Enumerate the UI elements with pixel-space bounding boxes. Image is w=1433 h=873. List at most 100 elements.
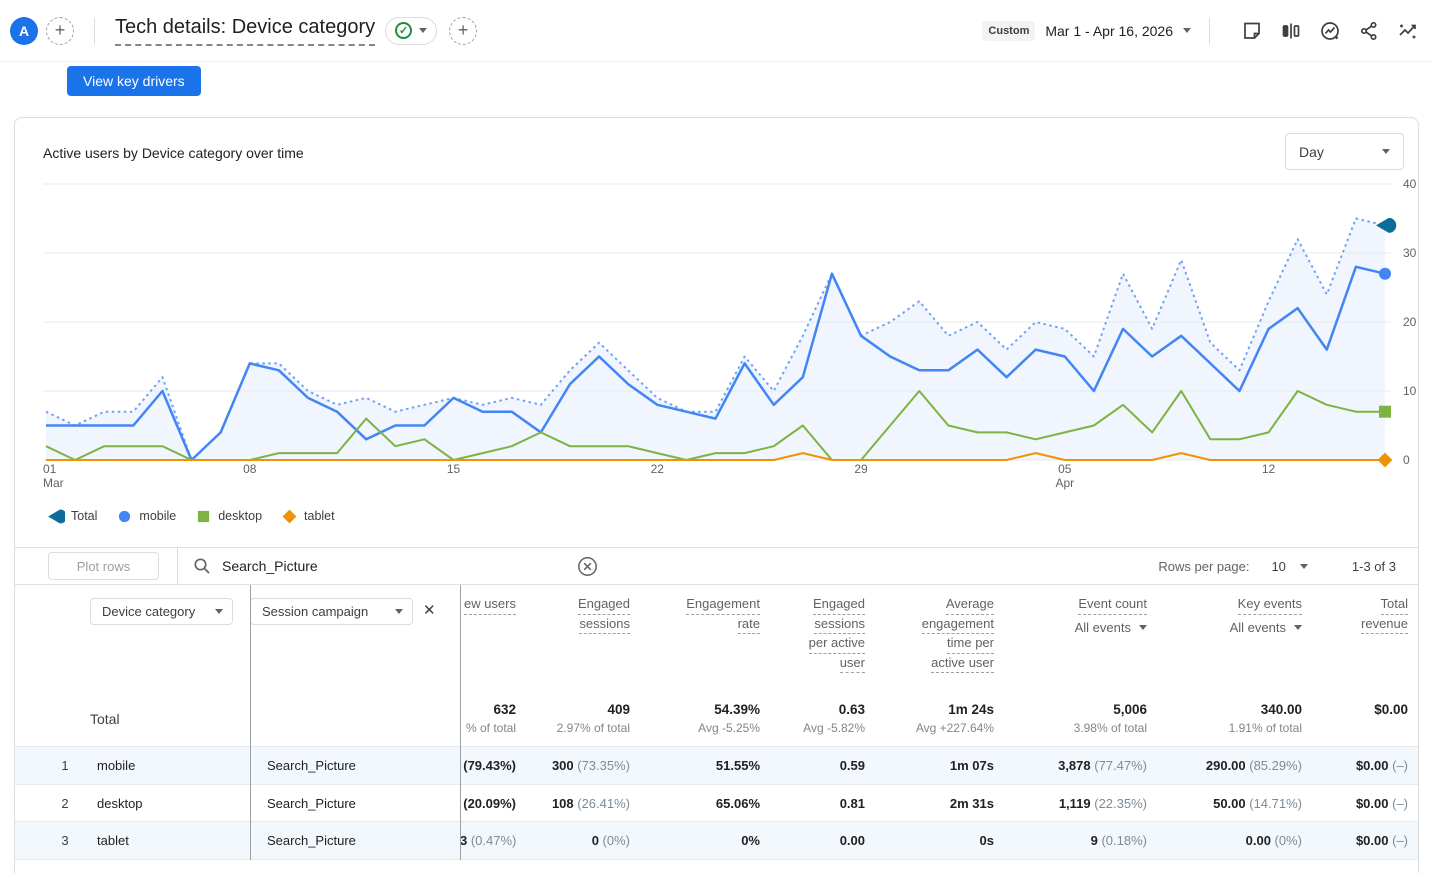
metric-value: $0.00 (–)	[1308, 747, 1414, 784]
metric-value: 0.59	[766, 747, 871, 784]
metric-value: 65.06%	[636, 785, 766, 822]
column-header-total-revenue[interactable]: Totalrevenue	[1308, 585, 1414, 692]
legend-item-tablet[interactable]: tablet	[281, 508, 335, 525]
metric-value: 1,119 (22.35%)	[1000, 785, 1153, 822]
clear-search-icon[interactable]	[577, 556, 598, 577]
x-axis-label: 08	[243, 462, 257, 476]
metric-value: (79.43%)	[460, 747, 522, 784]
metric-filter[interactable]: All events	[1000, 619, 1147, 637]
device-category-value: mobile	[90, 747, 250, 784]
chevron-down-icon	[395, 609, 403, 614]
metric-value: $0.00 (–)	[1308, 785, 1414, 822]
view-key-drivers-button[interactable]: View key drivers	[67, 66, 201, 96]
dimension-select-device-category: Device category	[90, 585, 250, 692]
legend-item-total[interactable]: Total	[48, 508, 97, 525]
rows-per-page-value[interactable]: 10	[1271, 559, 1285, 574]
metric-value: 9 (0.18%)	[1000, 822, 1153, 859]
chevron-down-icon	[215, 609, 223, 614]
row-rank: 2	[40, 785, 90, 822]
column-header-average-engagement-time-per-active-user[interactable]: Averageengagementtime peractive user	[871, 585, 1000, 692]
totals-cell: 632% of total	[460, 692, 522, 746]
column-header-new-users[interactable]: ew users	[460, 585, 522, 692]
metric-value: $0.00 (–)	[1308, 822, 1414, 859]
legend-item-mobile[interactable]: mobile	[116, 508, 176, 525]
timeseries-chart: 01020304001Mar0815222905Apr12	[15, 171, 1418, 501]
chart-title: Active users by Device category over tim…	[43, 145, 304, 161]
legend-label: mobile	[139, 509, 176, 523]
table-search	[178, 556, 598, 577]
chevron-down-icon[interactable]	[1183, 28, 1191, 33]
chevron-down-icon[interactable]	[1300, 564, 1308, 569]
legend-label: tablet	[304, 509, 335, 523]
add-report-button[interactable]: +	[46, 17, 74, 45]
column-header-engaged-sessions-per-active-user[interactable]: Engagedsessionsper activeuser	[766, 585, 871, 692]
plus-icon: +	[55, 20, 66, 41]
table-totals-row: Total 632% of total4092.97% of total54.3…	[15, 692, 1418, 747]
metric-value: 0.81	[766, 785, 871, 822]
chart-svg: 01020304001Mar0815222905Apr12	[15, 171, 1418, 501]
note-icon[interactable]	[1241, 20, 1263, 42]
table-header-row: Device category Session campaign ✕ ew us…	[15, 585, 1418, 692]
x-axis-label: 12	[1262, 462, 1276, 476]
column-divider[interactable]	[460, 585, 461, 860]
x-axis-label: 01	[43, 462, 57, 476]
report-status-pill[interactable]: ✓	[385, 17, 437, 45]
column-header-key-events[interactable]: Key eventsAll events	[1153, 585, 1308, 692]
share-icon[interactable]	[1358, 20, 1380, 42]
device-category-value: desktop	[90, 785, 250, 822]
chevron-down-icon	[1382, 149, 1390, 154]
search-icon	[193, 557, 211, 575]
totals-cell: 5,0063.98% of total	[1000, 692, 1153, 746]
metric-value: 0.00 (0%)	[1153, 822, 1308, 859]
session-campaign-dropdown[interactable]: Session campaign	[250, 598, 413, 625]
date-custom-badge: Custom	[982, 21, 1035, 41]
session-campaign-value: Search_Picture	[250, 822, 460, 859]
insights-icon[interactable]	[1319, 20, 1341, 42]
column-header-engagement-rate[interactable]: Engagementrate	[636, 585, 766, 692]
y-axis-label: 0	[1403, 453, 1410, 467]
add-tab-button[interactable]: +	[449, 17, 477, 45]
table-row-mobile: 1mobileSearch_Picture(79.43%)300 (73.35%…	[15, 747, 1418, 785]
date-range[interactable]: Mar 1 - Apr 16, 2026	[1045, 23, 1173, 39]
compare-icon[interactable]	[1280, 20, 1302, 42]
metric-value: 3 (0.47%)	[460, 822, 522, 859]
search-input[interactable]	[222, 558, 422, 574]
topbar-right: Custom Mar 1 - Apr 16, 2026	[982, 18, 1419, 44]
remove-dimension-icon[interactable]: ✕	[423, 602, 436, 620]
table-controls: Plot rows Rows per page: 10 1-3 of 3	[15, 547, 1418, 585]
device-category-dropdown[interactable]: Device category	[90, 598, 233, 625]
column-header-event-count[interactable]: Event countAll events	[1000, 585, 1153, 692]
metric-value: 0s	[871, 822, 1000, 859]
avatar[interactable]: A	[10, 17, 38, 45]
device-category-label: Device category	[102, 604, 195, 619]
row-rank: 3	[40, 822, 90, 859]
chart-legend: Total mobile desktop tablet	[15, 501, 1418, 531]
legend-item-desktop[interactable]: desktop	[195, 508, 262, 525]
plot-rows-button[interactable]: Plot rows	[48, 552, 159, 580]
metric-value: 290.00 (85.29%)	[1153, 747, 1308, 784]
totals-cell: 340.001.91% of total	[1153, 692, 1308, 746]
metric-value: 108 (26.41%)	[522, 785, 636, 822]
row-rank: 1	[40, 747, 90, 784]
y-axis-label: 30	[1403, 246, 1417, 260]
rank-header	[40, 585, 90, 692]
column-header-engaged-sessions[interactable]: Engagedsessions	[522, 585, 636, 692]
trending-icon[interactable]	[1397, 20, 1419, 42]
totals-cell: 4092.97% of total	[522, 692, 636, 746]
divider	[1209, 18, 1210, 44]
granularity-select[interactable]: Day	[1285, 133, 1404, 170]
rows-per-page-label: Rows per page:	[1158, 559, 1249, 574]
square-marker-icon	[195, 508, 212, 525]
x-axis-label: 29	[854, 462, 868, 476]
pagination-range: 1-3 of 3	[1352, 559, 1396, 574]
column-divider[interactable]	[250, 585, 251, 860]
granularity-value: Day	[1299, 144, 1324, 160]
fan-marker-icon	[48, 508, 65, 525]
check-icon: ✓	[395, 22, 412, 39]
chart-header: Active users by Device category over tim…	[15, 118, 1418, 171]
session-campaign-value: Search_Picture	[250, 747, 460, 784]
page-title[interactable]: Tech details: Device category	[115, 15, 375, 46]
metric-value: 50.00 (14.71%)	[1153, 785, 1308, 822]
metric-filter[interactable]: All events	[1153, 619, 1302, 637]
report-card: Active users by Device category over tim…	[14, 117, 1419, 873]
